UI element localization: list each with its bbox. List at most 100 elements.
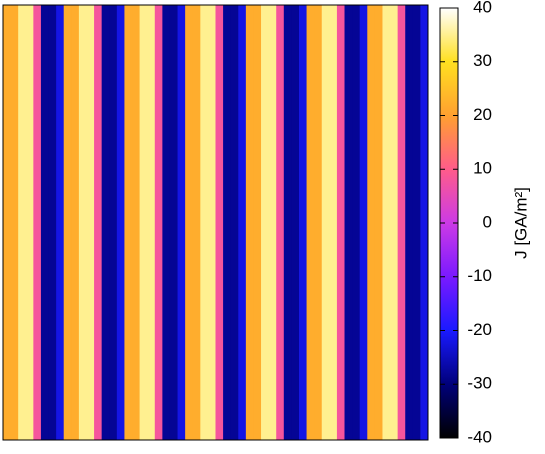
heat-cell <box>245 222 254 441</box>
heat-cell <box>215 5 224 223</box>
heat-cell <box>10 5 19 223</box>
heat-cell <box>101 222 110 441</box>
heat-cell <box>200 222 209 441</box>
heat-cell <box>48 222 57 441</box>
heat-cell <box>382 222 391 441</box>
plot-frame <box>2 4 429 441</box>
heat-cell <box>63 222 72 441</box>
heat-cell <box>230 222 239 441</box>
heat-cell <box>420 222 429 441</box>
heat-cell <box>352 5 361 223</box>
heat-cell <box>40 5 50 223</box>
heat-cell <box>382 5 391 223</box>
heat-cell <box>185 222 194 441</box>
heat-cell <box>109 5 118 223</box>
heat-cell <box>86 222 95 441</box>
heat-cell <box>261 5 270 223</box>
colorbar-tick-label: 40 <box>473 0 492 16</box>
heat-cell <box>367 222 376 441</box>
heat-cell <box>63 5 72 223</box>
heat-cell <box>139 222 148 441</box>
heat-cell <box>306 222 315 441</box>
heat-cell <box>344 5 353 223</box>
heat-cell <box>40 222 50 441</box>
heat-cell <box>33 5 42 223</box>
heat-cell <box>147 5 156 223</box>
heat-cell <box>283 5 292 223</box>
heat-cell <box>192 222 201 441</box>
heat-cell <box>359 222 368 441</box>
heat-cell <box>321 5 330 223</box>
heat-cell <box>359 5 368 223</box>
heat-cell <box>56 5 65 223</box>
heat-cell <box>298 5 308 223</box>
heat-cell <box>276 5 285 223</box>
colorbar-tick-label: -30 <box>467 374 492 393</box>
heat-cell <box>25 5 34 223</box>
colorbar-tick-label: 20 <box>473 105 492 124</box>
heat-cell <box>261 222 270 441</box>
heat-cell <box>124 5 133 223</box>
heat-cell <box>412 5 421 223</box>
heat-cell <box>48 5 57 223</box>
heat-cell <box>329 222 338 441</box>
heat-cell <box>25 222 34 441</box>
heat-cell <box>18 222 27 441</box>
heat-cell <box>245 5 254 223</box>
heat-cell <box>321 222 330 441</box>
heat-cell <box>147 222 156 441</box>
heat-cell <box>223 222 232 441</box>
heat-cell <box>374 5 383 223</box>
heat-cell <box>94 222 103 441</box>
heat-cell <box>314 5 323 223</box>
heat-cell <box>116 5 125 223</box>
heat-cell <box>132 5 141 223</box>
heat-cell <box>162 222 171 441</box>
heat-cell <box>116 222 125 441</box>
heat-cell <box>200 5 209 223</box>
heat-cell <box>291 5 300 223</box>
heat-cell <box>374 222 383 441</box>
heat-cell <box>78 222 87 441</box>
heat-cell <box>268 222 277 441</box>
heat-cell <box>390 5 399 223</box>
heat-cell <box>238 5 247 223</box>
heat-cell <box>238 222 247 441</box>
heat-cell <box>253 5 262 223</box>
heat-cell <box>177 5 186 223</box>
heat-cell <box>132 222 141 441</box>
heat-cell <box>420 5 429 223</box>
heat-cell <box>390 222 399 441</box>
heat-cell <box>253 222 262 441</box>
heat-cell <box>18 5 27 223</box>
colorbar-label: J [GA/m²] <box>511 187 530 259</box>
heat-cell <box>10 222 19 441</box>
heat-cell <box>33 222 42 441</box>
heat-cell <box>207 222 216 441</box>
heat-cell <box>291 222 300 441</box>
heat-cell <box>185 5 194 223</box>
heat-cell <box>154 222 163 441</box>
colorbar-tick-label: 30 <box>473 51 492 70</box>
heat-cell <box>405 222 414 441</box>
heat-cell <box>71 222 80 441</box>
heat-cell <box>223 5 232 223</box>
heat-cell <box>276 222 285 441</box>
colorbar-tick-label: -10 <box>467 266 492 285</box>
heat-cell <box>109 222 118 441</box>
heat-cell <box>3 5 12 223</box>
heat-cell <box>56 222 65 441</box>
colorbar-tick-label: 0 <box>483 212 492 231</box>
heat-cell <box>177 222 186 441</box>
heat-cell <box>124 222 133 441</box>
heat-cell <box>154 5 163 223</box>
heat-cell <box>298 222 308 441</box>
heat-cell <box>230 5 239 223</box>
heat-cell <box>207 5 216 223</box>
heat-cell <box>169 222 179 441</box>
heat-cell <box>3 222 12 441</box>
heat-cell <box>94 5 103 223</box>
heat-cell <box>162 5 171 223</box>
